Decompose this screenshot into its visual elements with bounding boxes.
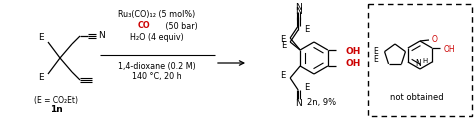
Text: O: O — [432, 35, 438, 44]
Text: Ru₃(CO)₁₂ (5 mol%): Ru₃(CO)₁₂ (5 mol%) — [118, 11, 196, 19]
Text: N: N — [415, 60, 421, 69]
Text: N: N — [98, 31, 105, 41]
Text: (50 bar): (50 bar) — [163, 21, 198, 30]
Text: E: E — [373, 48, 378, 57]
Text: N: N — [295, 3, 301, 12]
Text: E: E — [281, 42, 286, 51]
Text: H: H — [422, 58, 428, 64]
Text: 1n: 1n — [50, 105, 63, 114]
Text: E: E — [280, 72, 285, 81]
Text: not obtained: not obtained — [390, 93, 444, 102]
Text: E: E — [304, 24, 310, 33]
Text: N: N — [295, 7, 301, 17]
Text: 2n, 9%: 2n, 9% — [308, 99, 337, 108]
Text: N: N — [295, 99, 301, 108]
Text: 1,4-dioxane (0.2 M): 1,4-dioxane (0.2 M) — [118, 61, 196, 71]
Text: OH: OH — [346, 60, 361, 69]
Text: OH: OH — [346, 48, 361, 57]
Text: H₂O (4 equiv): H₂O (4 equiv) — [130, 33, 184, 42]
Text: 140 °C, 20 h: 140 °C, 20 h — [132, 72, 182, 81]
Text: CO: CO — [137, 21, 150, 30]
FancyArrowPatch shape — [218, 61, 244, 65]
Text: E: E — [38, 73, 44, 83]
Text: E: E — [373, 55, 378, 65]
Text: (E = CO₂Et): (E = CO₂Et) — [34, 96, 78, 105]
Bar — [368, 4, 472, 116]
Text: E: E — [38, 33, 44, 42]
Text: OH: OH — [444, 45, 456, 54]
Text: E: E — [304, 83, 310, 91]
Text: E: E — [280, 36, 285, 45]
